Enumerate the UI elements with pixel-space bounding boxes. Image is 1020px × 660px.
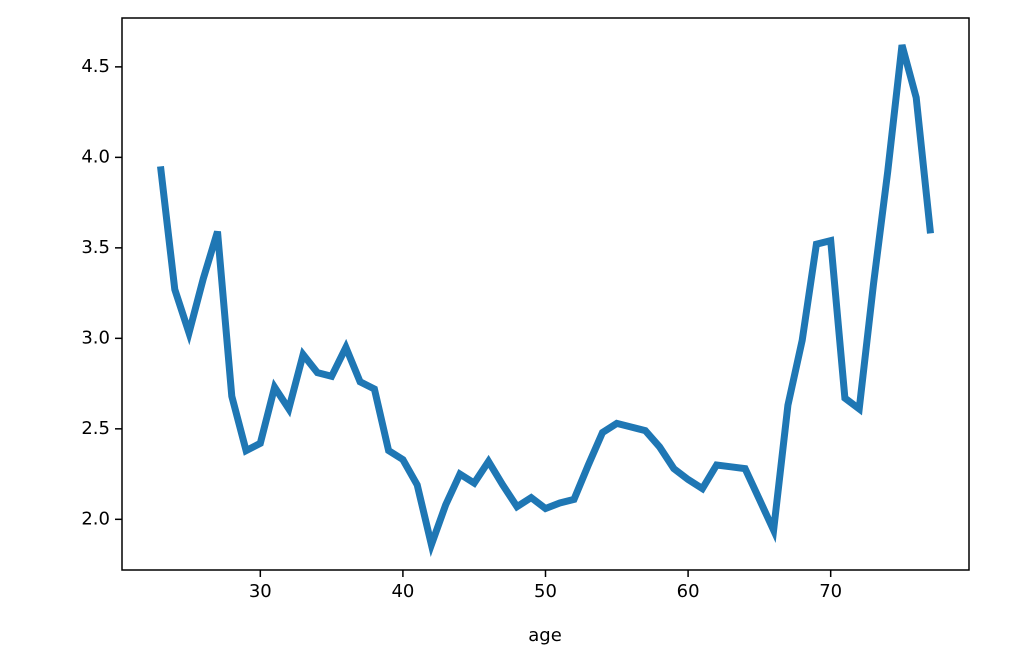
y-tick-label: 2.0 [81, 508, 110, 529]
x-tick-label: 60 [677, 581, 700, 602]
y-tick-label: 3.0 [81, 327, 110, 348]
plot-frame [121, 17, 970, 571]
x-tick-label: 70 [819, 581, 842, 602]
y-tick-label: 2.5 [81, 418, 110, 439]
x-tick-label: 50 [534, 581, 557, 602]
x-axis-label: age [528, 625, 562, 646]
y-tick-label: 3.5 [81, 237, 110, 258]
x-tick-label: 40 [391, 581, 414, 602]
data-line [157, 44, 934, 557]
x-tick-label: 30 [249, 581, 272, 602]
y-tick-label: 4.5 [81, 56, 110, 77]
y-tick-label: 4.0 [81, 146, 110, 167]
